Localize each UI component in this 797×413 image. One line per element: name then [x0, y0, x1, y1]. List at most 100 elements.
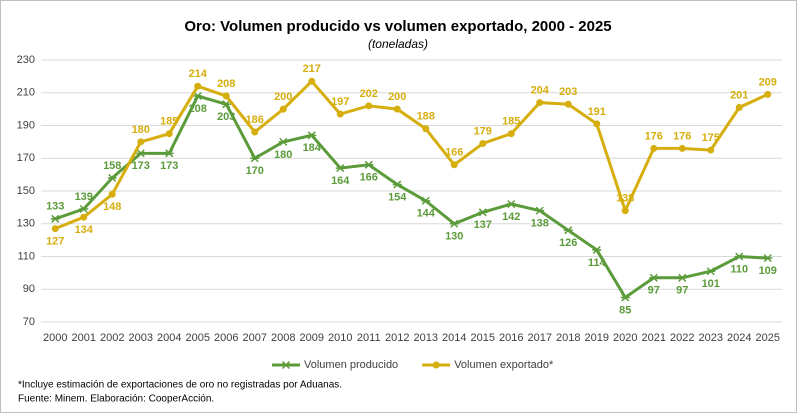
legend-marker — [281, 360, 291, 370]
point — [365, 102, 373, 110]
y-tick-label: 170 — [17, 152, 35, 164]
y-tick-label: 190 — [17, 119, 35, 131]
point — [221, 100, 231, 109]
data-label: 203 — [559, 86, 577, 98]
point — [193, 91, 203, 101]
point — [678, 144, 686, 152]
point — [593, 120, 601, 128]
data-label: 185 — [502, 116, 520, 128]
point — [164, 149, 174, 158]
point — [194, 82, 202, 90]
x-tick-label: 2013 — [414, 332, 438, 344]
x-tick-label: 2001 — [72, 332, 96, 344]
x-tick-label: 2003 — [129, 332, 153, 344]
data-label: 173 — [132, 160, 150, 172]
point — [422, 125, 430, 133]
data-label: 158 — [103, 160, 121, 172]
point — [278, 137, 288, 146]
data-label: 166 — [445, 147, 463, 159]
data-label: 127 — [46, 236, 64, 248]
point — [764, 90, 772, 98]
x-tick-label: 2011 — [357, 332, 381, 344]
x-tick-label: 2008 — [271, 332, 295, 344]
point — [506, 200, 516, 209]
point — [107, 173, 117, 182]
x-tick-label: 2002 — [100, 332, 124, 344]
data-label: 180 — [274, 149, 292, 161]
point — [51, 225, 59, 233]
x-tick-label: 2000 — [43, 332, 67, 344]
data-label: 137 — [474, 219, 492, 231]
x-tick-label: 2023 — [699, 332, 723, 344]
point — [450, 161, 458, 169]
data-label: 139 — [75, 191, 93, 203]
point — [507, 130, 515, 138]
legend-item: Volumen producido — [272, 359, 398, 371]
point — [308, 77, 316, 85]
data-label: 184 — [303, 142, 322, 154]
point — [563, 226, 573, 235]
legend-label: Volumen exportado* — [454, 359, 554, 371]
point — [535, 206, 545, 215]
y-tick-label: 210 — [17, 87, 35, 99]
x-tick-label: 2005 — [186, 332, 210, 344]
data-label: 204 — [531, 84, 550, 96]
y-tick-label: 130 — [17, 218, 35, 230]
chart-subtitle: (toneladas) — [368, 37, 428, 51]
data-label: 114 — [588, 257, 607, 269]
point — [165, 130, 173, 138]
data-label: 170 — [246, 165, 264, 177]
data-label: 185 — [160, 116, 178, 128]
point — [421, 196, 431, 205]
point — [478, 208, 488, 217]
x-tick-label: 2019 — [585, 332, 609, 344]
data-label: 200 — [274, 91, 292, 103]
point — [50, 214, 60, 223]
x-tick-label: 2017 — [528, 332, 552, 344]
point — [536, 99, 544, 107]
data-label: 217 — [303, 63, 321, 75]
legend-label: Volumen producido — [304, 359, 398, 371]
legend-marker — [432, 361, 440, 369]
point — [336, 110, 344, 118]
data-label: 208 — [217, 78, 235, 90]
point — [706, 267, 716, 276]
data-label: 173 — [160, 160, 178, 172]
data-label: 186 — [246, 114, 264, 126]
point — [80, 213, 88, 221]
point — [250, 154, 260, 163]
data-label: 142 — [502, 211, 520, 223]
x-tick-label: 2015 — [471, 332, 495, 344]
point — [392, 180, 402, 189]
data-label: 180 — [132, 124, 150, 136]
data-label: 176 — [645, 130, 663, 142]
point — [136, 149, 146, 158]
point — [479, 140, 487, 148]
data-label: 110 — [730, 263, 748, 275]
data-label: 130 — [445, 231, 463, 243]
x-tick-label: 2012 — [385, 332, 409, 344]
y-tick-label: 70 — [23, 316, 35, 328]
data-label: 200 — [388, 91, 406, 103]
y-tick-label: 230 — [17, 54, 35, 66]
data-label: 197 — [331, 96, 349, 108]
data-label: 85 — [619, 304, 631, 316]
point — [364, 160, 374, 169]
x-tick-label: 2020 — [613, 332, 637, 344]
x-tick-label: 2014 — [442, 332, 466, 344]
y-tick-label: 110 — [17, 250, 35, 262]
data-label: 154 — [388, 191, 407, 203]
point — [592, 245, 602, 254]
x-tick-label: 2009 — [300, 332, 324, 344]
data-label: 148 — [103, 201, 121, 213]
legend-item: Volumen exportado* — [422, 359, 554, 371]
x-tick-label: 2021 — [642, 332, 666, 344]
footnote: Fuente: Minem. Elaboración: CooperAcción… — [18, 394, 214, 405]
data-label: 97 — [676, 285, 688, 297]
data-label: 179 — [474, 125, 492, 137]
data-label: 175 — [702, 132, 720, 144]
point — [222, 92, 230, 100]
data-label: 176 — [673, 130, 691, 142]
